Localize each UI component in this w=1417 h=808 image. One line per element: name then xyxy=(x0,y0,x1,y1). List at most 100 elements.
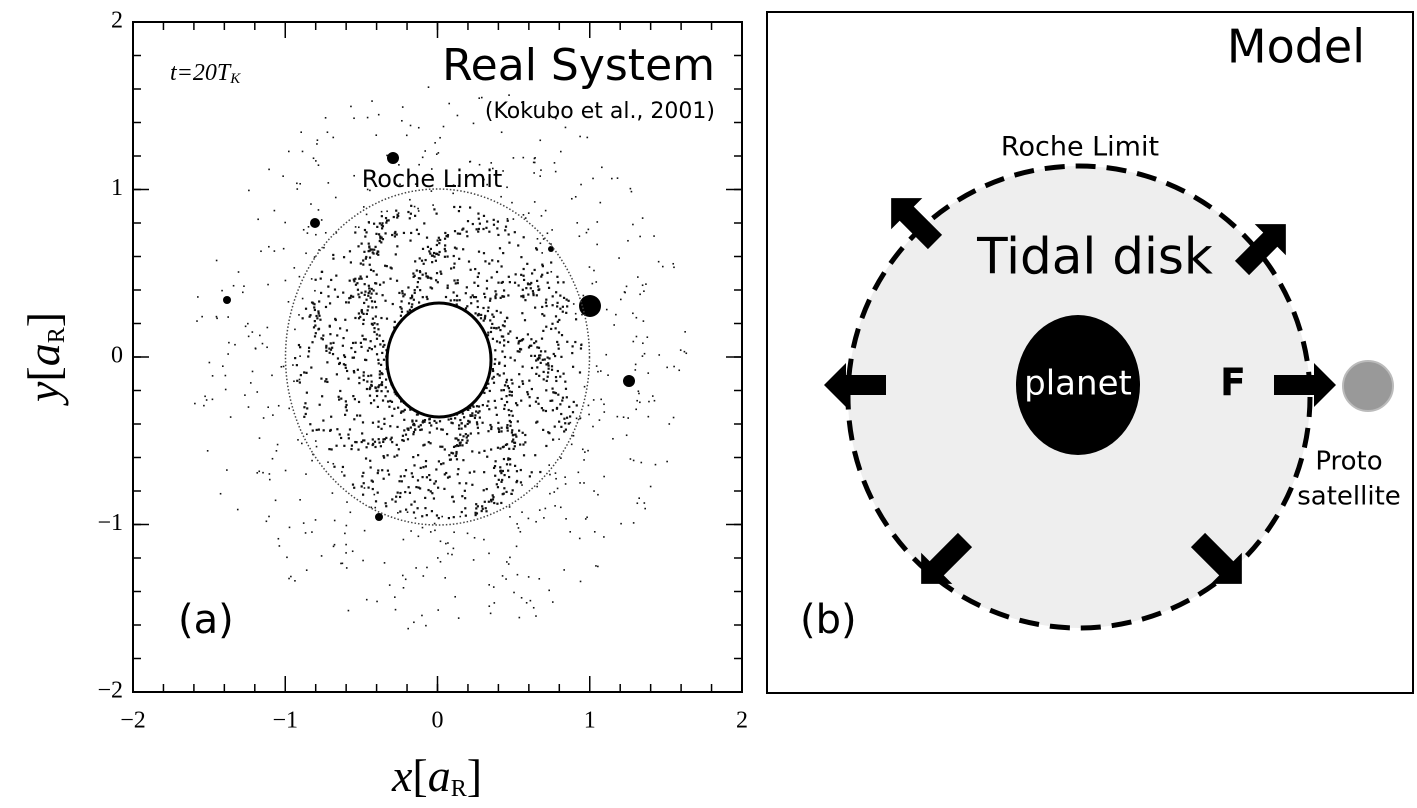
panel-title: Real System xyxy=(442,40,715,91)
particle xyxy=(581,448,584,451)
particle xyxy=(536,366,539,369)
particle xyxy=(313,335,317,338)
particle xyxy=(509,330,512,333)
particle xyxy=(587,404,590,407)
particle xyxy=(519,443,522,446)
particle xyxy=(447,542,449,544)
particle xyxy=(530,338,533,341)
particle xyxy=(502,457,506,461)
particle xyxy=(433,482,436,485)
particle xyxy=(396,425,399,429)
particle xyxy=(368,249,371,252)
particle xyxy=(541,358,544,361)
particle xyxy=(380,316,383,320)
particle xyxy=(485,226,488,229)
particle xyxy=(622,416,625,419)
particle xyxy=(477,212,480,215)
particle xyxy=(498,374,501,377)
particle xyxy=(314,332,317,335)
particle xyxy=(317,312,320,315)
particle xyxy=(205,399,208,401)
particle xyxy=(554,505,556,507)
particle xyxy=(486,220,489,223)
particle xyxy=(361,421,365,424)
particle xyxy=(382,477,385,480)
particle xyxy=(362,559,364,562)
particle xyxy=(624,291,626,294)
particle xyxy=(282,175,284,177)
particle xyxy=(482,252,486,255)
particle xyxy=(464,433,467,436)
particle xyxy=(369,296,372,299)
particle xyxy=(371,421,375,424)
particle xyxy=(511,201,513,204)
particle xyxy=(368,290,371,293)
particle xyxy=(417,207,419,210)
particle xyxy=(366,188,369,191)
panel-frame xyxy=(766,11,1414,694)
particle xyxy=(401,106,404,108)
particle xyxy=(422,262,425,265)
particle xyxy=(613,324,615,326)
particle xyxy=(327,182,330,184)
particle xyxy=(446,235,449,238)
particle xyxy=(535,294,538,297)
particle xyxy=(297,439,299,441)
particle xyxy=(436,239,439,242)
particle xyxy=(314,519,317,521)
particle xyxy=(413,424,416,427)
particle xyxy=(503,487,506,490)
particle xyxy=(227,353,229,355)
particle xyxy=(229,416,232,418)
particle xyxy=(441,515,444,518)
particle xyxy=(471,294,474,297)
particle xyxy=(420,428,423,431)
particle xyxy=(401,439,404,442)
particle xyxy=(502,289,506,292)
particle xyxy=(350,447,353,451)
particle xyxy=(407,286,410,289)
particle xyxy=(359,341,362,344)
particle xyxy=(347,377,350,380)
particle xyxy=(517,244,520,247)
particle xyxy=(437,516,440,520)
particle xyxy=(518,616,521,619)
particle xyxy=(644,507,646,510)
particle xyxy=(479,317,483,320)
particle xyxy=(523,319,527,322)
particle xyxy=(559,150,562,153)
particle xyxy=(424,459,428,463)
particle xyxy=(497,430,501,433)
particle xyxy=(313,256,316,258)
particle xyxy=(333,543,336,546)
particle xyxy=(402,586,405,589)
particle xyxy=(406,438,410,441)
particle xyxy=(373,440,377,443)
particle xyxy=(419,424,422,427)
particle xyxy=(489,330,493,334)
particle xyxy=(359,315,362,318)
particle xyxy=(412,423,415,426)
particle xyxy=(495,293,498,296)
particle xyxy=(486,455,489,458)
particle xyxy=(549,399,552,402)
particle xyxy=(584,518,587,520)
particle xyxy=(559,375,562,378)
particle xyxy=(557,343,560,346)
particle xyxy=(333,519,336,522)
particle xyxy=(410,503,413,506)
particle xyxy=(484,507,487,510)
particle xyxy=(244,325,247,328)
particle xyxy=(515,545,518,548)
particle xyxy=(459,418,462,422)
particle xyxy=(485,287,489,290)
particle xyxy=(435,421,438,424)
particle xyxy=(572,303,575,305)
particle xyxy=(544,350,547,353)
particle xyxy=(215,259,218,262)
particle xyxy=(517,284,520,287)
particle xyxy=(367,294,370,297)
particle xyxy=(419,271,422,274)
particle xyxy=(651,395,654,397)
particle xyxy=(454,445,457,448)
